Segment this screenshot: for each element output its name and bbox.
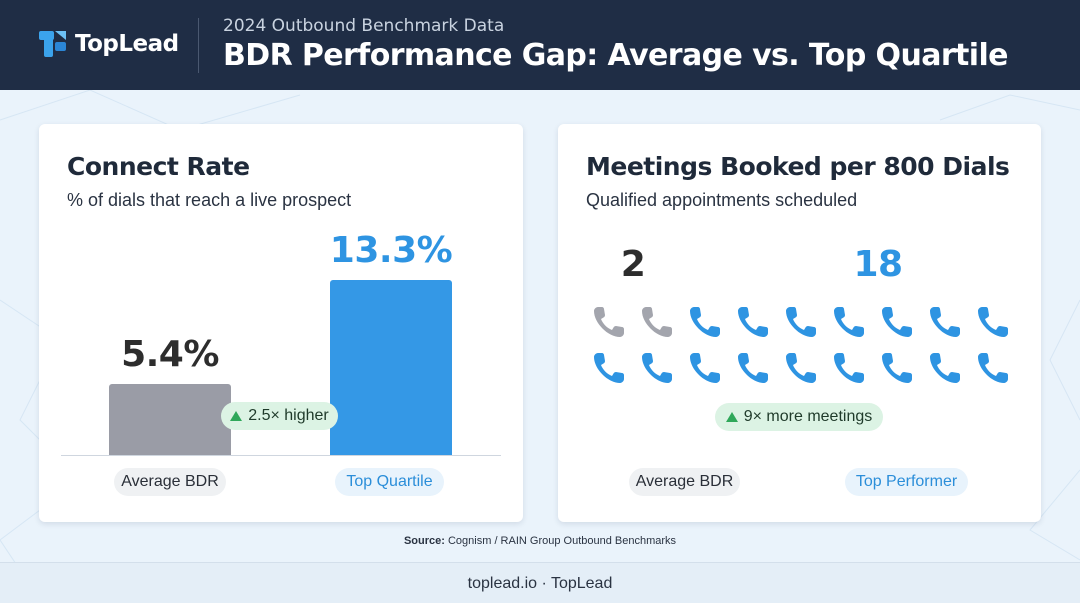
header-divider — [198, 18, 199, 73]
source-note: Source: Cognism / RAIN Group Outbound Be… — [0, 535, 1080, 547]
comparison-text: 9× more meetings — [743, 408, 873, 425]
card-title: Meetings Booked per 800 Dials — [586, 152, 1010, 181]
bar-top-quartile — [330, 279, 452, 455]
connect-rate-card: Connect Rate % of dials that reach a liv… — [39, 124, 523, 522]
header-kicker: 2024 Outbound Benchmark Data — [223, 16, 505, 36]
page-title: BDR Performance Gap: Average vs. Top Qua… — [223, 38, 1008, 73]
phone-icon-average — [642, 307, 672, 337]
phone-icon-top — [690, 307, 720, 337]
chart-baseline — [61, 455, 501, 456]
source-text: Cognism / RAIN Group Outbound Benchmarks — [447, 535, 677, 547]
category-label-average-bdr: Average BDR — [114, 468, 226, 496]
phone-icon-top — [930, 353, 960, 383]
footer: toplead.io · TopLead — [0, 562, 1080, 603]
footer-text: toplead.io · TopLead — [467, 575, 613, 592]
phone-icon-top — [594, 353, 624, 383]
card-subtitle: Qualified appointments scheduled — [586, 190, 858, 210]
phone-icon-top — [930, 307, 960, 337]
value-label-average-bdr: 5.4% — [121, 333, 219, 375]
header-banner: TopLead 2024 Outbound Benchmark Data BDR… — [0, 0, 1080, 90]
phone-icon-top — [882, 307, 912, 337]
card-subtitle: % of dials that reach a live prospect — [67, 190, 352, 210]
bar-average-bdr — [109, 383, 231, 455]
comparison-badge: 9× more meetings — [715, 403, 883, 431]
phone-icon-top — [978, 307, 1008, 337]
phone-icon-top — [882, 353, 912, 383]
phone-icon-top — [738, 307, 768, 337]
value-label-top-performer: 18 — [853, 244, 903, 285]
phone-icon-top — [786, 307, 816, 337]
toplead-logo-icon — [39, 31, 66, 57]
phone-icon-top — [978, 353, 1008, 383]
brand-logo: TopLead — [38, 28, 179, 60]
phone-icon-top — [786, 353, 816, 383]
comparison-text: 2.5× higher — [248, 407, 329, 424]
brand-name: TopLead — [75, 31, 179, 57]
meetings-booked-card: Meetings Booked per 800 Dials Qualified … — [558, 124, 1041, 522]
phone-icon-top — [834, 307, 864, 337]
value-label-top-quartile: 13.3% — [329, 229, 453, 271]
comparison-badge: 2.5× higher — [221, 402, 338, 430]
phone-icon-top — [834, 353, 864, 383]
category-label-top-performer: Top Performer — [845, 468, 968, 496]
value-label-average-bdr: 2 — [620, 244, 646, 285]
phone-icon-average — [594, 307, 624, 337]
phone-icon-top — [642, 353, 672, 383]
phone-icon-top — [738, 353, 768, 383]
card-title: Connect Rate — [67, 152, 250, 181]
source-prefix: Source: — [403, 535, 445, 547]
category-label-top-quartile: Top Quartile — [335, 468, 444, 496]
phone-icon-top — [690, 353, 720, 383]
up-triangle-icon — [725, 412, 738, 422]
up-triangle-icon — [230, 411, 243, 421]
category-label-average-bdr: Average BDR — [629, 468, 740, 496]
